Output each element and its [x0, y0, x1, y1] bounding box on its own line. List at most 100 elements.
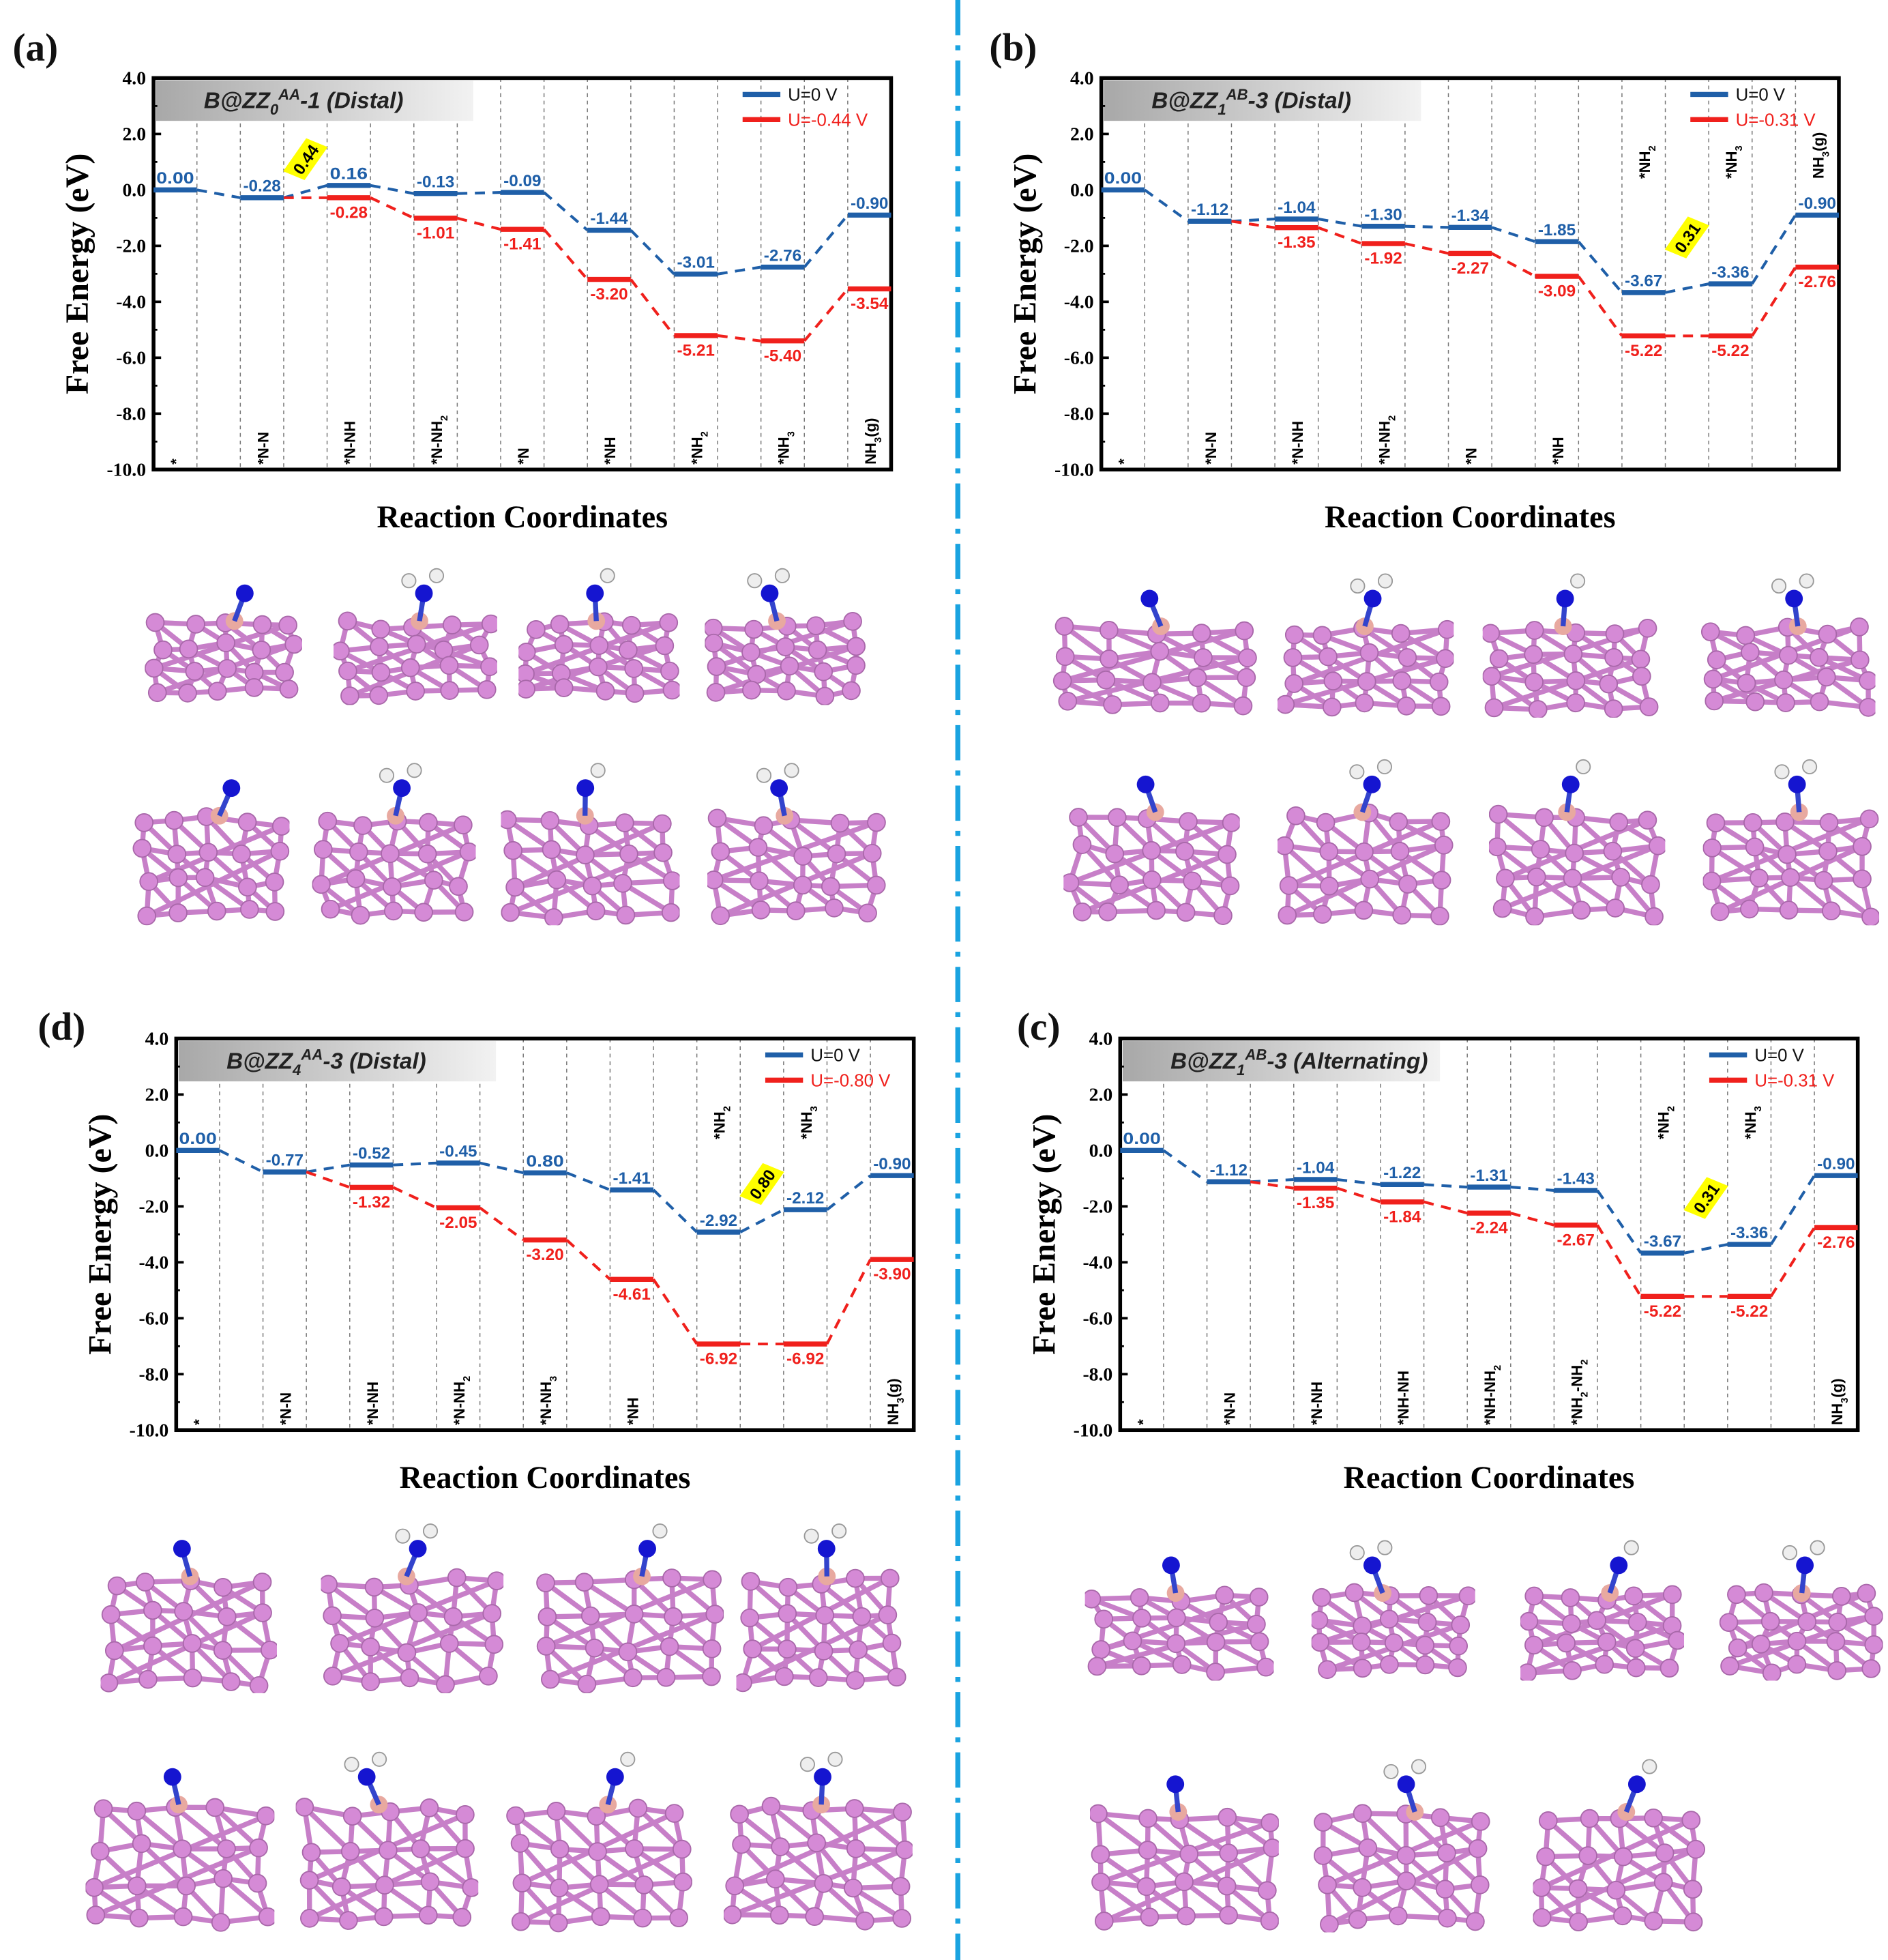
limiting-potential-badge: 0.31: [1683, 1177, 1728, 1219]
nitrogen-atom: [1166, 1775, 1185, 1794]
boron-atom: [895, 1840, 913, 1860]
boron-atom: [1524, 1635, 1544, 1655]
boron-atom: [580, 1606, 600, 1626]
boron-atom: [628, 1798, 648, 1818]
boron-atom: [662, 1568, 681, 1588]
y-tick-label: -2.0: [1082, 1196, 1112, 1217]
value-label: -1.84: [1383, 1208, 1421, 1226]
boron-atom: [1535, 808, 1554, 828]
connector-line: [1317, 226, 1362, 245]
connector-line: [1491, 252, 1536, 278]
boron-atom: [821, 877, 840, 896]
boron-atom: [1484, 698, 1504, 718]
hydrogen-atom: [620, 1751, 636, 1767]
boron-atom: [778, 1604, 797, 1624]
boron-atom: [1644, 1912, 1664, 1931]
boron-atom: [1831, 1587, 1851, 1606]
nitrogen-atom: [770, 779, 788, 798]
boron-atom: [707, 870, 724, 890]
boron-atom: [542, 840, 561, 860]
category-label-part: *N: [1463, 448, 1480, 465]
connector-line: [1231, 217, 1275, 223]
boron-atom: [361, 1637, 380, 1656]
boron-atom: [1250, 1632, 1269, 1652]
boron-atom: [1599, 674, 1619, 694]
category-label-part: *NH: [688, 437, 705, 465]
connector-line: [630, 278, 676, 337]
y-tick-label: 2.0: [145, 1084, 169, 1105]
boron-atom: [1778, 845, 1797, 864]
category-label-part: 3: [809, 1106, 820, 1111]
boron-atom: [1142, 673, 1162, 692]
category-label-part: *NH-NH: [1395, 1371, 1412, 1425]
boron-atom: [1100, 621, 1119, 640]
category-label-part: (g): [1829, 1378, 1846, 1397]
boron-atom: [452, 1907, 472, 1927]
boron-atom: [375, 1875, 394, 1895]
boron-atom: [1561, 1614, 1581, 1633]
hydrogen-atom: [1377, 573, 1393, 589]
boron-atom: [1609, 813, 1629, 832]
y-tick-label: 0.0: [122, 179, 146, 201]
boron-atom: [777, 681, 796, 701]
boron-atom: [618, 1642, 638, 1662]
boron-atom: [1458, 1586, 1475, 1606]
badge-background: [283, 138, 328, 180]
boron-atom: [1821, 901, 1841, 921]
energy-diagram-a: B@ZZ0AA-1 (Distal) 4.0 2.0 0.0 -2.0 -4.0 -6.0 -…: [59, 68, 894, 534]
category-label-part: 3: [896, 1398, 906, 1403]
legend-label: U=-0.44 V: [788, 111, 868, 130]
hydrogen-atom: [747, 573, 763, 589]
boron-atom: [279, 679, 299, 699]
y-axis-title: Free Energy (eV): [1007, 153, 1044, 394]
connector-line: [1318, 218, 1362, 228]
y-tick-label: 4.0: [1089, 1028, 1113, 1049]
boron-atom: [1565, 843, 1584, 863]
bond: [1490, 674, 1539, 712]
connector-line: [1577, 240, 1623, 294]
category-label-part: *: [190, 1419, 207, 1425]
boron-atom: [1728, 1638, 1747, 1658]
boron-atom: [805, 1907, 824, 1927]
connector-line: [1231, 220, 1275, 229]
boron-atom: [830, 813, 850, 833]
boron-atom: [1438, 1908, 1457, 1928]
boron-atom: [1094, 1609, 1114, 1629]
boron-atom: [1613, 1906, 1632, 1926]
y-tick-label: -2.0: [1064, 235, 1094, 257]
boron-atom: [1175, 842, 1194, 861]
boron-atom: [1751, 1635, 1771, 1654]
category-label: *: [1116, 458, 1133, 465]
hydrogen-atom: [1642, 1759, 1657, 1774]
y-tick-label: 0.0: [1089, 1140, 1113, 1161]
y-tick-label: -8.0: [1064, 403, 1094, 424]
boron-atom: [275, 662, 294, 682]
value-label: -2.76: [1817, 1233, 1855, 1252]
boron-atom: [382, 877, 402, 896]
boron-atom: [330, 1634, 349, 1653]
boron-atom: [1353, 1878, 1372, 1897]
boron-atom: [265, 873, 284, 892]
boron-atom: [1389, 812, 1408, 832]
boron-atom: [1138, 1841, 1157, 1860]
boron-atom: [1681, 1811, 1701, 1830]
boron-atom: [624, 659, 644, 678]
category-label-part: *N-NH: [537, 1381, 555, 1425]
boron-atom: [1639, 697, 1659, 716]
value-label: -5.22: [1730, 1302, 1768, 1321]
hydrogen-atom: [1799, 573, 1814, 589]
boron-atom: [1861, 907, 1880, 926]
y-tick-label: 4.0: [145, 1028, 169, 1049]
boron-atom: [1727, 1585, 1746, 1605]
boron-atom: [167, 845, 187, 864]
x-axis-title: Reaction Coordinates: [377, 499, 668, 534]
adsorption-structure-image: [1520, 1540, 1685, 1681]
boron-atom: [419, 1798, 439, 1817]
boron-atom: [1123, 1631, 1142, 1651]
y-tick-label: 2.0: [1070, 123, 1094, 145]
bond: [854, 1847, 902, 1888]
boron-atom: [1150, 641, 1170, 661]
value-label: -0.28: [243, 177, 280, 196]
badge-background: [1683, 1177, 1728, 1219]
boron-atom: [93, 1799, 113, 1818]
